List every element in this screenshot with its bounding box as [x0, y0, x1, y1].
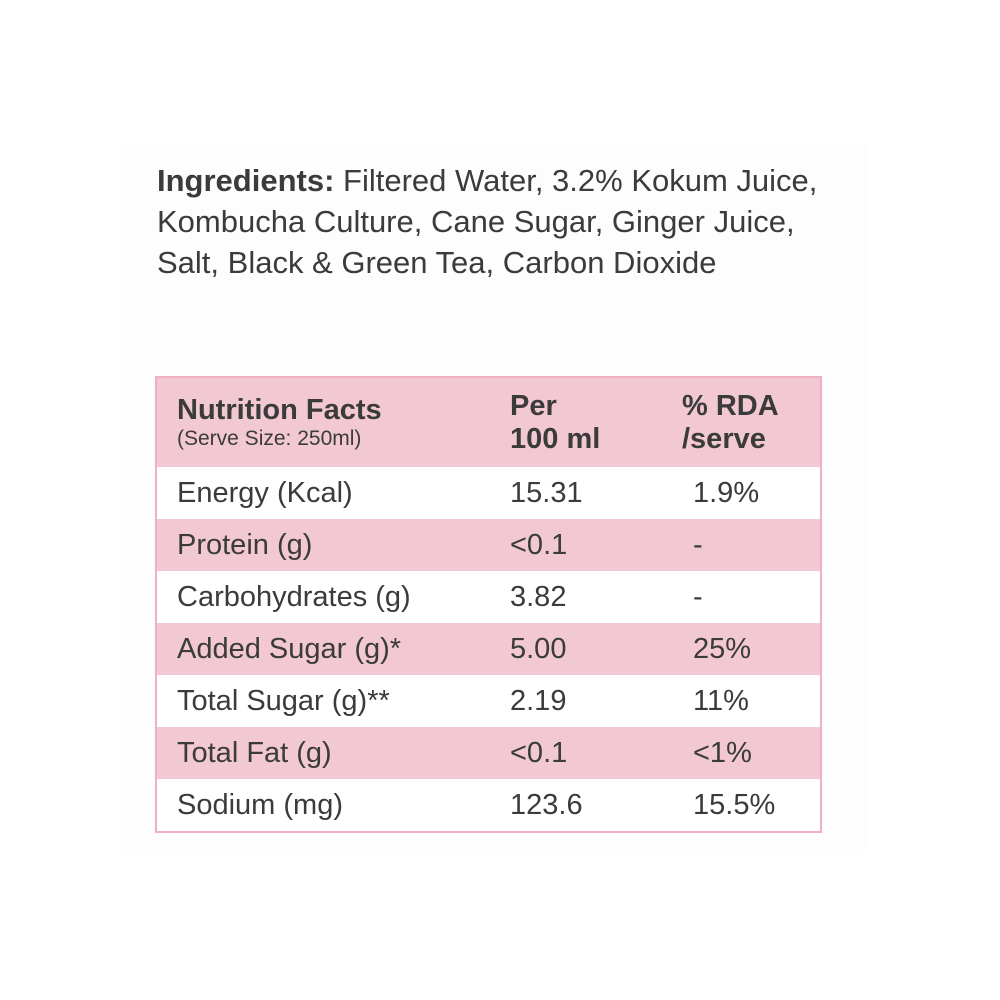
table-row: Sodium (mg) 123.6 15.5%	[157, 779, 820, 831]
nutrient-name: Added Sugar (g)*	[177, 633, 402, 665]
nutrient-name: Carbohydrates (g)	[177, 581, 411, 613]
table-row: Total Sugar (g)** 2.19 11%	[157, 675, 820, 727]
rda-value: <1%	[693, 737, 752, 769]
table-row: Added Sugar (g)* 5.00 25%	[157, 623, 820, 675]
header-per100-cell: Per 100 ml	[510, 390, 668, 456]
per-header-line2: 100 ml	[510, 422, 601, 455]
per-header-line1: Per	[510, 389, 557, 422]
per100-value: <0.1	[510, 737, 568, 769]
ingredients-label: Ingredients:	[157, 163, 335, 198]
header-rda-cell: % RDA /serve	[668, 390, 820, 456]
per100-value: <0.1	[510, 529, 568, 561]
rda-header-line1: % RDA	[682, 389, 779, 422]
rda-value: 25%	[693, 633, 752, 665]
table-row: Protein (g) <0.1 -	[157, 519, 820, 571]
nutrition-facts-title: Nutrition Facts	[177, 393, 382, 426]
ingredients-paragraph: Ingredients: Filtered Water, 3.2% Kokum …	[157, 160, 857, 283]
rda-value: 1.9%	[693, 477, 760, 509]
nutrition-header-row: Nutrition Facts (Serve Size: 250ml) Per …	[157, 378, 820, 467]
nutrient-name: Energy (Kcal)	[177, 477, 353, 509]
serve-size-note: (Serve Size: 250ml)	[177, 426, 362, 450]
nutrition-facts-table: Nutrition Facts (Serve Size: 250ml) Per …	[155, 376, 822, 833]
rda-value: -	[693, 581, 703, 613]
per100-value: 3.82	[510, 581, 567, 613]
rda-value: -	[693, 529, 703, 561]
rda-value: 15.5%	[693, 789, 776, 821]
nutrient-name: Total Sugar (g)**	[177, 685, 390, 717]
rda-value: 11%	[693, 685, 749, 717]
nutrient-name: Protein (g)	[177, 529, 313, 561]
nutrient-name: Sodium (mg)	[177, 789, 343, 821]
nutrient-name: Total Fat (g)	[177, 737, 332, 769]
rda-header-line2: /serve	[682, 422, 766, 455]
header-nutrient-cell: Nutrition Facts (Serve Size: 250ml)	[157, 394, 510, 452]
per100-value: 2.19	[510, 685, 567, 717]
table-row: Energy (Kcal) 15.31 1.9%	[157, 467, 820, 519]
per100-value: 123.6	[510, 789, 583, 821]
per100-value: 5.00	[510, 633, 567, 665]
per100-value: 15.31	[510, 477, 583, 509]
table-row: Carbohydrates (g) 3.82 -	[157, 571, 820, 623]
ingredients-text: Filtered Water, 3.2% Kokum Juice, Kombuc…	[157, 163, 818, 280]
table-row: Total Fat (g) <0.1 <1%	[157, 727, 820, 779]
